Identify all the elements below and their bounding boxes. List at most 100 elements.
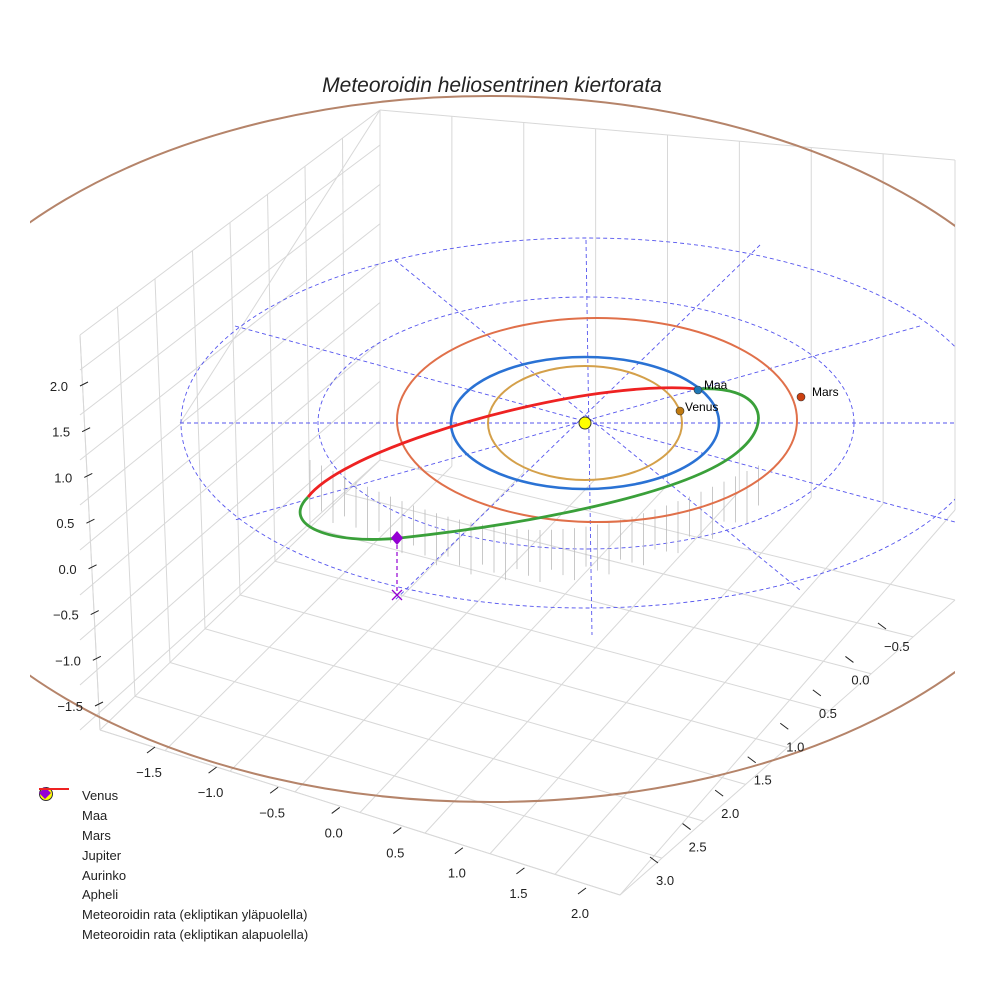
z-axis-tick-label: 0.0 [58, 562, 76, 577]
axis-edge [99, 729, 621, 896]
grid-line [267, 194, 276, 562]
y-axis-tick-label: 0.5 [819, 706, 837, 721]
x-axis-tick-mark [392, 827, 402, 834]
chart-title: Meteoroidin heliosentrinen kiertorata [322, 74, 662, 97]
legend-item: Maa [38, 787, 308, 826]
grid-line [342, 138, 346, 494]
legend-item: Venus [38, 786, 308, 806]
axis-edge [79, 109, 381, 336]
legend-item: Jupiter [38, 787, 308, 865]
legend-label: Aurinko [82, 867, 127, 883]
mars-label: Mars [812, 385, 839, 399]
axis-edge [619, 599, 956, 896]
x-axis-tick-label: −0.5 [259, 805, 285, 820]
grid-line [204, 628, 746, 785]
x-axis-tick-label: 2.0 [571, 906, 589, 921]
y-axis-tick-label: 3.0 [656, 873, 674, 888]
y-axis-tick-label: 2.5 [689, 840, 707, 855]
y-axis-tick-mark [779, 722, 789, 730]
ecliptic-spoke [394, 244, 761, 601]
maa-label: Maa [704, 378, 728, 392]
axis-edge [79, 334, 101, 731]
y-axis-tick-mark [682, 823, 691, 830]
legend-label: Apheli [82, 887, 119, 903]
grid-line [79, 262, 381, 506]
mars-marker [796, 392, 806, 402]
ecliptic-spoke [394, 259, 801, 591]
y-axis-tick-mark [649, 856, 659, 864]
venus-label: Venus [685, 400, 718, 414]
y-axis-tick-mark [845, 656, 854, 663]
grid-line [154, 278, 171, 663]
y-axis-tick-mark [714, 789, 724, 797]
z-axis-tick-label: 0.5 [56, 516, 74, 531]
z-axis-tick-label: 1.0 [54, 470, 72, 485]
grid-line [229, 222, 241, 596]
grid-line [619, 509, 956, 896]
x-axis-tick-label: −1.5 [136, 765, 162, 780]
ecliptic-ring-outer [180, 237, 955, 609]
legend-label: Maa [82, 808, 108, 824]
x-axis-tick-mark [269, 786, 279, 794]
legend-label: Meteoroidin rata (ekliptikan yläpuolella… [82, 907, 308, 923]
grid-line [79, 459, 381, 731]
meteoroid-orbit-below [306, 386, 698, 498]
z-axis-tick-mark [92, 655, 102, 661]
x-axis-tick-mark [516, 867, 525, 875]
y-axis-tick-label: 1.0 [786, 739, 804, 754]
grid-line [294, 478, 596, 793]
y-axis-tick-label: −0.5 [884, 639, 910, 654]
z-axis-tick-mark [88, 564, 97, 570]
z-axis-tick-mark [81, 427, 91, 433]
y-axis-tick-label: 2.0 [721, 806, 739, 821]
z-axis-tick-label: 1.5 [52, 425, 70, 440]
z-axis-tick-mark [84, 472, 93, 478]
ecliptic-spoke [234, 325, 956, 523]
axis-ticks: 2.0 1.5 1.0 0.5 0.0 −0.5 −1.0 −1.5 −1.5 −1.0 −0.5 0… [50, 379, 910, 921]
grid-line [344, 493, 914, 638]
x-axis-tick-label: −1.0 [198, 785, 224, 800]
x-axis-tick-label: 1.0 [448, 866, 466, 881]
axis-grid [79, 109, 956, 896]
z-axis-tick-label: −1.5 [57, 699, 83, 714]
orbit-mars [396, 317, 798, 523]
y-axis-tick-label: 0.0 [851, 672, 869, 687]
x-axis-tick-mark [577, 887, 587, 895]
grid-line [379, 459, 956, 601]
y-axis-tick-mark [877, 622, 887, 630]
z-axis-tick-mark [94, 701, 104, 707]
grid-line [79, 144, 381, 371]
orbit-jupiter [30, 95, 955, 803]
grid-line [239, 594, 788, 748]
orbit-maa [449, 355, 721, 491]
grid-line [554, 503, 884, 875]
z-axis-tick-label: −0.5 [53, 608, 79, 623]
x-axis-tick-mark [454, 847, 464, 855]
venus-marker [675, 406, 685, 416]
maa-marker [693, 385, 703, 395]
axis-edge [179, 109, 381, 424]
z-axis-tick-label: 2.0 [50, 379, 68, 394]
grid-line [117, 306, 136, 697]
x-axis-tick-mark [331, 807, 341, 814]
grid-line [134, 695, 663, 859]
grid-line [424, 490, 740, 834]
legend-item: Apheli [38, 787, 308, 905]
grid-line [79, 223, 381, 461]
sun-marker [578, 416, 592, 430]
axis-edge [379, 109, 956, 161]
legend-item: Aurinko [38, 787, 308, 885]
ecliptic-grid [180, 237, 956, 636]
grid-line [489, 497, 812, 855]
grid-line [274, 560, 830, 712]
ecliptic-spoke [585, 239, 593, 636]
grid-line [79, 302, 381, 551]
y-axis-tick-label: 1.5 [754, 773, 772, 788]
legend-label: Jupiter [82, 847, 122, 863]
z-axis-tick-mark [79, 381, 89, 387]
legend-item: Meteoroidin rata (ekliptikan yläpuolella… [38, 788, 308, 925]
y-axis-tick-mark [812, 689, 822, 697]
legend: Venus Maa Mars Jupiter Aurinko Apheli Meteoroi… [38, 786, 308, 944]
x-axis-tick-label: 1.5 [509, 886, 527, 901]
